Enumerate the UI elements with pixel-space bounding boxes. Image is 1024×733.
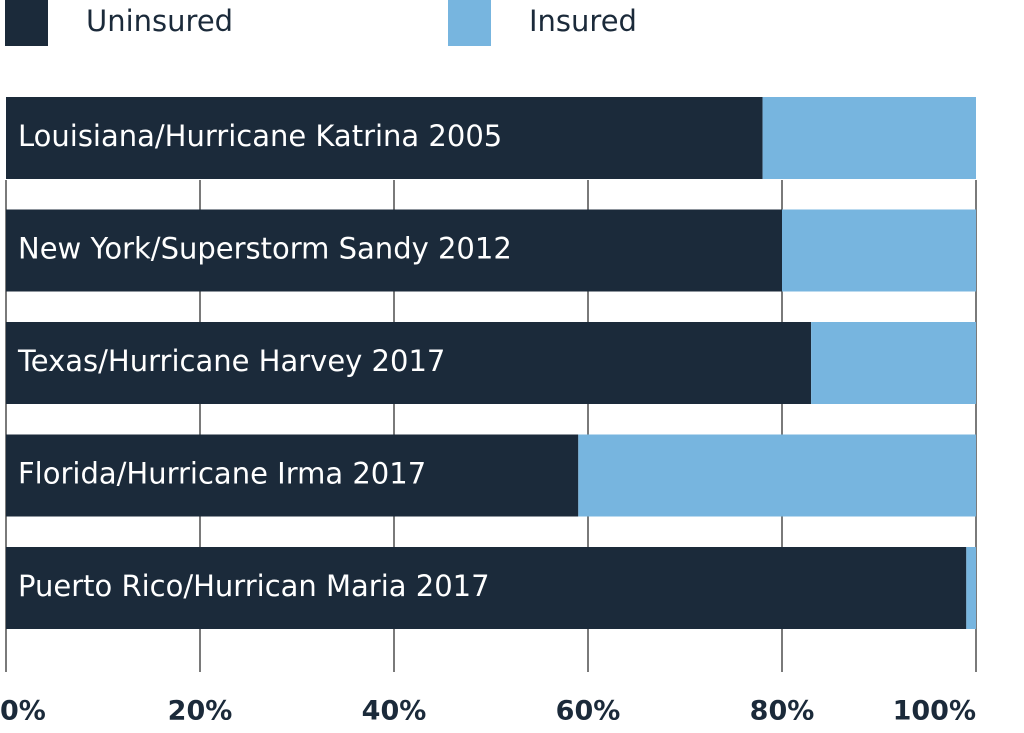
bar-segment [6, 434, 579, 517]
category-label: Puerto Rico/Hurrican Maria 2017 [18, 569, 490, 603]
legend-label: Insured [529, 4, 637, 38]
x-tick-label: 60% [556, 696, 621, 727]
category-label: New York/Superstorm Sandy 2012 [18, 232, 512, 266]
legend-swatch [448, 0, 491, 46]
x-tick-label: 20% [168, 696, 233, 727]
legend-swatch [5, 0, 48, 46]
bar-segment [762, 97, 976, 179]
bar-segment [782, 209, 976, 292]
x-tick-label: 80% [750, 696, 815, 727]
legend-label: Uninsured [86, 4, 233, 38]
category-label: Florida/Hurricane Irma 2017 [18, 457, 426, 491]
x-tick-label: 100% [893, 696, 976, 727]
bar-segment [578, 434, 976, 517]
bar-segment [6, 322, 812, 404]
bar-segment [6, 97, 763, 179]
x-tick-label: 40% [362, 696, 427, 727]
x-tick-label: 0% [0, 696, 46, 727]
bar-segment [6, 547, 967, 629]
bar-segment [6, 209, 782, 292]
bar-segment [966, 547, 976, 629]
category-label: Texas/Hurricane Harvey 2017 [17, 344, 445, 378]
category-label: Louisiana/Hurricane Katrina 2005 [18, 119, 502, 153]
bar-segment [811, 322, 976, 404]
